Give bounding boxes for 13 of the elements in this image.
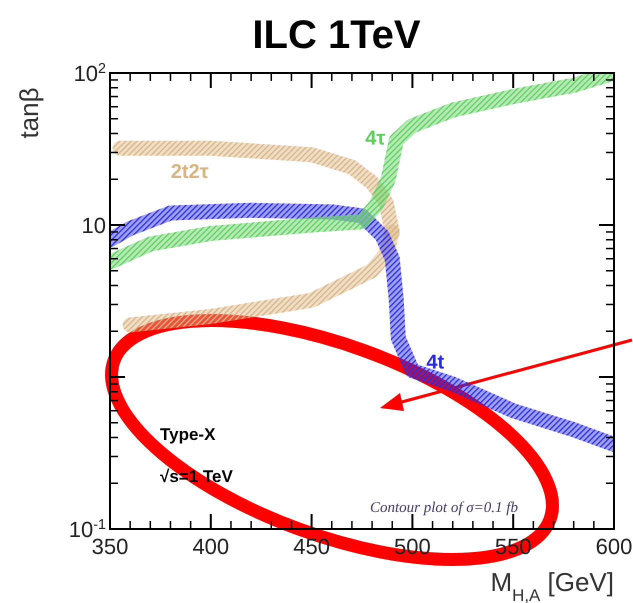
series-label: 4t: [426, 352, 445, 374]
chart-title: ILC 1TeV: [252, 13, 421, 57]
series-label: 4τ: [365, 127, 386, 150]
x-tick-label: 450: [293, 534, 330, 559]
x-tick-label: 400: [192, 534, 230, 559]
y-tick-label: 10: [82, 213, 106, 238]
x-tick-label: 600: [596, 534, 632, 559]
annotation: Contour plot of σ=0.1 fb: [370, 500, 518, 516]
annotation: Type-X: [160, 425, 216, 444]
series-label: 2t2τ: [170, 161, 209, 184]
y-axis-title: tanβ: [14, 87, 44, 139]
y-tick-label: 10$^{2}$: [74, 61, 106, 86]
x-axis-title: M$_{H,A}$ [GeV]: [490, 567, 614, 603]
